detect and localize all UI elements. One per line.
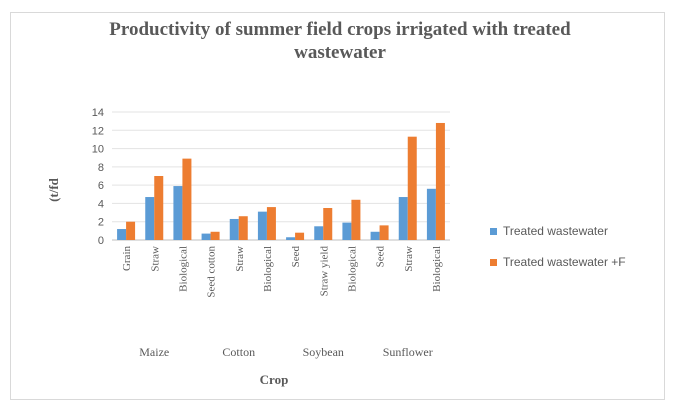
legend-swatch xyxy=(490,258,497,266)
bar-treated xyxy=(426,188,436,240)
legend-label: Treated wastewater +F xyxy=(503,255,626,269)
bar-treated xyxy=(117,229,127,240)
group-label: Sunflower xyxy=(383,345,433,359)
bar-treated-f xyxy=(266,207,276,240)
bar-treated xyxy=(286,237,296,240)
x-tick-label: Seed xyxy=(290,246,302,268)
bar-treated xyxy=(201,233,211,240)
bar-treated-f xyxy=(238,216,248,240)
legend-item: Treated wastewater +F xyxy=(490,253,626,271)
x-tick-label: Straw xyxy=(234,246,246,272)
x-tick-label: Straw xyxy=(149,246,161,272)
x-tick-label: Biological xyxy=(177,246,189,292)
bar-treated xyxy=(370,231,380,240)
y-tick-label: 10 xyxy=(92,144,104,156)
x-tick-label: Straw yield xyxy=(318,246,330,297)
legend-swatch xyxy=(490,227,497,235)
bar-treated xyxy=(314,226,324,240)
x-tick-label: Seed cotton xyxy=(206,246,218,298)
x-axis-title: Crop xyxy=(260,372,289,387)
x-tick-label: Biological xyxy=(431,246,443,292)
y-tick-label: 14 xyxy=(92,107,104,119)
bar-treated-f xyxy=(379,225,389,240)
group-label: Maize xyxy=(139,345,169,359)
bar-treated xyxy=(145,197,155,240)
group-label: Soybean xyxy=(303,345,344,359)
bar-treated xyxy=(342,222,352,240)
bar-treated-f xyxy=(435,122,445,240)
bar-treated xyxy=(257,211,267,240)
bar-treated-f xyxy=(323,208,333,240)
y-tick-label: 4 xyxy=(98,198,104,210)
bar-treated-f xyxy=(351,199,361,240)
bar-treated xyxy=(398,197,408,240)
legend-label: Treated wastewater xyxy=(503,224,608,238)
legend: Treated wastewater Treated wastewater +F xyxy=(490,222,626,284)
bar-treated xyxy=(229,218,239,240)
x-tick-label: Biological xyxy=(262,246,274,292)
bar-treated-f xyxy=(295,232,305,240)
y-tick-label: 6 xyxy=(98,180,104,192)
x-tick-label: Seed xyxy=(375,246,387,268)
bar-treated xyxy=(173,186,183,240)
y-tick-label: 2 xyxy=(98,217,104,229)
bar-treated-f xyxy=(407,136,417,240)
y-axis-title: (t/fd xyxy=(46,177,61,202)
x-tick-label: Straw xyxy=(403,246,415,272)
y-tick-label: 0 xyxy=(98,235,104,247)
group-label: Cotton xyxy=(222,345,255,359)
bar-treated-f xyxy=(154,176,164,240)
bar-treated-f xyxy=(210,231,220,240)
y-tick-label: 12 xyxy=(92,125,104,137)
x-tick-label: Biological xyxy=(346,246,358,292)
chart-frame xyxy=(10,12,665,400)
x-tick-label: Grain xyxy=(121,246,133,272)
legend-item: Treated wastewater xyxy=(490,222,626,240)
chart-title: Productivity of summer field crops irrig… xyxy=(109,19,571,63)
y-tick-label: 8 xyxy=(98,162,104,174)
bar-treated-f xyxy=(182,158,192,240)
bar-treated-f xyxy=(126,221,136,240)
